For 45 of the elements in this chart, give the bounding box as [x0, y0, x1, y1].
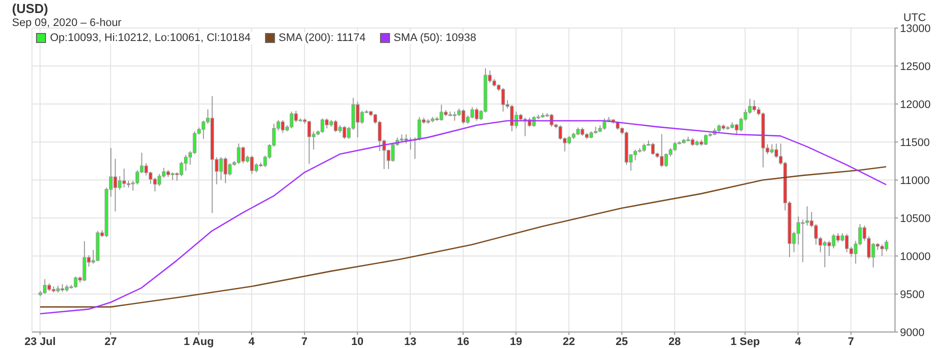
candlestick: [404, 134, 408, 144]
y-tick-label: 9000: [900, 326, 924, 339]
candlestick: [822, 240, 827, 268]
candlestick: [633, 149, 638, 161]
x-tick-label: 27: [104, 336, 117, 348]
candlestick: [418, 116, 422, 141]
candlestick: [884, 239, 888, 252]
y-tick-label: 9500: [900, 288, 924, 301]
x-tick-label: 1 Sep: [730, 336, 760, 348]
candlestick: [752, 100, 756, 112]
x-tick-label: 13: [404, 336, 416, 348]
y-tick-label: 12000: [900, 98, 931, 111]
candlestick: [470, 106, 474, 119]
x-tick-label: 25: [616, 336, 628, 348]
line-series: [39, 120, 887, 314]
x-tick-label: 7: [848, 336, 854, 348]
candlestick: [836, 232, 840, 243]
chart-title: (USD): [12, 1, 48, 16]
text: UTC: [903, 12, 926, 24]
y-tick-label: 11000: [900, 174, 930, 187]
x-tick-label: 23 Jul: [24, 336, 56, 348]
x-tick-label: 28: [668, 336, 681, 348]
chart-subtitle: Sep 09, 2020 – 6-hour: [12, 17, 122, 29]
y-tick-label: 13000: [900, 22, 931, 35]
x-tick-label: 10: [351, 336, 364, 348]
x-tick-label: 7: [301, 336, 308, 348]
x-tick-label: 22: [562, 336, 576, 348]
candlestick: [800, 219, 805, 263]
y-tick-label: 10500: [900, 212, 931, 225]
x-tick-label: 4: [248, 336, 256, 348]
candlestick: [113, 158, 118, 212]
x-tick-label: 1 Aug: [184, 336, 214, 348]
x-tick-label: 4: [794, 336, 802, 348]
x-tick-label: 19: [510, 336, 522, 348]
y-tick-label: 12500: [900, 60, 931, 73]
legend-label: Op:10093, Hi:10212, Lo:10061, Cl:10184: [50, 32, 251, 44]
legend-label: SMA (200): 11174: [278, 32, 366, 44]
candlestick: [42, 278, 47, 294]
y-tick-label: 11500: [900, 136, 930, 149]
y-tick-label: 10000: [900, 250, 931, 263]
legend-label: SMA (50): 10938: [394, 32, 476, 44]
x-tick-label: 16: [457, 336, 470, 348]
candlestick: [280, 119, 285, 134]
line-series: [39, 166, 887, 308]
candlestick: [660, 134, 664, 168]
